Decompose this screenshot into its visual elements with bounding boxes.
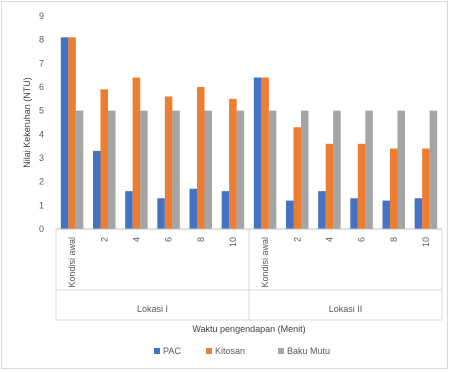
bar-pac [221, 191, 230, 229]
y-tick-label: 1 [39, 200, 44, 210]
bar-baku-mutu [108, 110, 116, 229]
bar-kitosan [325, 143, 334, 229]
x-tick-label: Kondisi awal [67, 237, 77, 288]
bar-baku-mutu [268, 110, 277, 229]
bars-layer [60, 37, 438, 230]
bar-baku-mutu [172, 110, 180, 229]
y-tick-label: 5 [39, 106, 44, 116]
bar-kitosan [422, 148, 430, 229]
legend-swatch [154, 348, 160, 354]
bar-baku-mutu [365, 110, 373, 229]
bar-kitosan [261, 77, 269, 230]
x-tick-label: 10 [421, 237, 431, 247]
x-axis-title: Waktu pengendapan (Menit) [192, 324, 305, 334]
y-tick-label: 9 [39, 11, 44, 21]
y-tick-label: 7 [39, 58, 44, 68]
bar-baku-mutu [236, 110, 245, 229]
bar-kitosan [132, 77, 141, 230]
bar-kitosan [390, 148, 398, 229]
y-tick-label: 4 [39, 129, 44, 139]
legend: PAC Kitosan Baku Mutu [154, 346, 330, 356]
x-tick-label: 2 [99, 237, 109, 242]
y-axis-title: Nilai Kekeruhan (NTU) [22, 77, 32, 168]
bar-pac [125, 191, 133, 229]
x-tick-label: 8 [389, 237, 399, 242]
legend-label: Kitosan [215, 346, 245, 356]
x-tick-label: 2 [292, 237, 302, 242]
legend-label: PAC [163, 346, 181, 356]
x-tick-label: 6 [357, 237, 367, 242]
y-tick-label: 2 [39, 177, 44, 187]
group-label: Lokasi I [137, 304, 168, 314]
x-tick-label: 8 [196, 237, 206, 242]
bar-pac [253, 77, 262, 230]
bar-pac [318, 191, 326, 229]
x-tick-label: Kondisi awal [260, 237, 270, 288]
bar-baku-mutu [204, 110, 212, 229]
legend-swatch [278, 348, 284, 354]
bar-kitosan [164, 96, 173, 229]
bar-pac [414, 198, 423, 229]
bar-baku-mutu [301, 110, 309, 229]
x-tick-label: 4 [131, 237, 141, 242]
axes-layer: 0 1 2 3 4 5 6 7 8 9 Kondisi awal 2 4 6 8 10 Kondisi awal… [39, 11, 443, 321]
y-tick-label: 8 [39, 35, 44, 45]
bar-pac [189, 188, 197, 229]
y-tick-label: 3 [39, 153, 44, 163]
x-tick-label: 4 [324, 237, 334, 242]
bar-kitosan [357, 143, 366, 229]
y-tick-label: 6 [39, 82, 44, 92]
bar-pac [286, 200, 294, 229]
bar-kitosan [293, 127, 301, 229]
x-tick-label: 10 [228, 237, 238, 247]
bar-baku-mutu [75, 110, 84, 229]
bar-baku-mutu [140, 110, 148, 229]
legend-swatch [206, 348, 212, 354]
bar-kitosan [68, 37, 76, 229]
bar-baku-mutu [397, 110, 405, 229]
bar-pac [93, 150, 101, 229]
bar-pac [157, 198, 165, 229]
legend-label: Baku Mutu [287, 346, 330, 356]
bar-pac [382, 200, 390, 229]
bar-kitosan [229, 98, 237, 229]
bar-pac [350, 198, 358, 229]
bar-pac [60, 37, 69, 229]
y-tick-label: 0 [39, 224, 44, 234]
group-label: Lokasi II [329, 304, 363, 314]
bar-baku-mutu [429, 110, 438, 229]
bar-kitosan [100, 89, 108, 229]
bar-baku-mutu [333, 110, 341, 229]
bar-kitosan [197, 87, 205, 229]
x-tick-label: 6 [164, 237, 174, 242]
